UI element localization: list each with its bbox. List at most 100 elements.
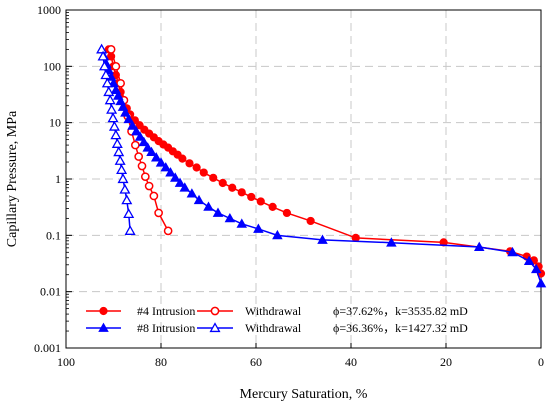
y-tick-label: 10 (49, 116, 61, 130)
data-point (106, 103, 118, 114)
data-point (113, 146, 125, 157)
data-point (111, 138, 123, 148)
data-point (212, 207, 224, 217)
data-point (138, 136, 150, 147)
data-point (123, 113, 134, 124)
series-4 (96, 43, 136, 235)
y-tick-label: 100 (43, 59, 61, 73)
data-point (530, 263, 542, 274)
data-point (155, 157, 167, 167)
data-point (116, 164, 128, 174)
data-point (165, 167, 176, 177)
data-point (317, 234, 328, 244)
data-point (256, 197, 265, 206)
data-point (218, 178, 227, 188)
data-point (98, 60, 110, 71)
data-point (121, 194, 133, 205)
data-point (150, 152, 162, 162)
x-tick-label: 80 (155, 355, 167, 369)
data-point (237, 188, 246, 197)
data-point (110, 129, 122, 140)
data-point (247, 192, 256, 202)
data-point (523, 255, 535, 265)
data-point (142, 142, 153, 152)
x-tick-label: 60 (250, 355, 262, 369)
data-point (236, 218, 248, 228)
y-tick-label: 1 (55, 172, 61, 186)
data-point (174, 177, 186, 187)
data-point (473, 241, 485, 251)
data-point (149, 191, 159, 201)
data-point (123, 208, 135, 218)
data-point (253, 223, 264, 233)
data-point (209, 173, 218, 182)
data-point (224, 212, 236, 223)
data-point (119, 183, 131, 194)
legend-label: #4 Intrusion (137, 304, 195, 318)
legend-entry: Withdrawal (197, 321, 302, 335)
data-point (131, 140, 140, 150)
data-point (154, 208, 163, 218)
data-point (163, 226, 173, 236)
legend-note: ϕ=36.36%，k=1427.32 mD (333, 321, 468, 335)
legend-marker (209, 322, 221, 333)
data-point (386, 237, 397, 247)
data-point (282, 208, 291, 218)
data-point (144, 181, 154, 191)
data-point (137, 161, 147, 171)
legend: #4 Intrusion Withdrawal #8 Intrusion Withdr… (86, 304, 468, 335)
data-point (140, 172, 150, 182)
data-point (203, 201, 214, 211)
data-point (117, 173, 129, 184)
data-point (97, 50, 109, 61)
data-point (535, 278, 547, 288)
data-point (127, 120, 138, 130)
x-axis-label: Mercury Saturation, % (240, 387, 368, 402)
data-point (169, 172, 181, 182)
data-point (103, 86, 115, 97)
legend-marker (210, 306, 220, 316)
data-point (124, 225, 136, 235)
y-tick-label: 0.001 (34, 341, 61, 355)
data-point (104, 94, 116, 105)
legend-marker (99, 306, 108, 316)
data-point (179, 182, 191, 192)
data-point (108, 120, 120, 131)
data-point (100, 69, 112, 80)
data-point (192, 163, 201, 172)
series-3 (96, 43, 547, 288)
data-point (146, 146, 157, 157)
legend-label: #8 Intrusion (137, 321, 195, 335)
data-point (101, 77, 113, 88)
data-point (96, 43, 108, 54)
legend-entry: Withdrawal (197, 304, 302, 318)
y-axis-label: Capillary Pressure, MPa (5, 110, 20, 247)
data-point (185, 159, 194, 168)
data-point (199, 168, 208, 177)
x-tick-label: 0 (538, 355, 544, 369)
legend-marker (98, 322, 109, 332)
data-point (507, 246, 518, 257)
x-tick-label: 40 (345, 355, 357, 369)
y-tick-label: 0.01 (40, 285, 61, 299)
y-tick-label: 1000 (37, 3, 61, 17)
data-point (160, 162, 172, 172)
data-point (120, 107, 131, 117)
data-point (268, 202, 277, 211)
data-point (228, 183, 237, 192)
data-point (193, 194, 205, 205)
x-tick-label: 100 (57, 355, 75, 369)
data-point (107, 112, 119, 123)
data-point (272, 229, 283, 240)
data-point (186, 188, 198, 198)
legend-label: Withdrawal (245, 321, 302, 335)
data-point (306, 216, 315, 226)
x-tick-label: 20 (440, 355, 452, 369)
data-point (134, 152, 144, 161)
data-point (131, 125, 142, 136)
data-point (134, 131, 146, 141)
data-point (178, 154, 187, 163)
data-point (114, 155, 126, 165)
legend-entry: #8 Intrusion (86, 321, 195, 335)
